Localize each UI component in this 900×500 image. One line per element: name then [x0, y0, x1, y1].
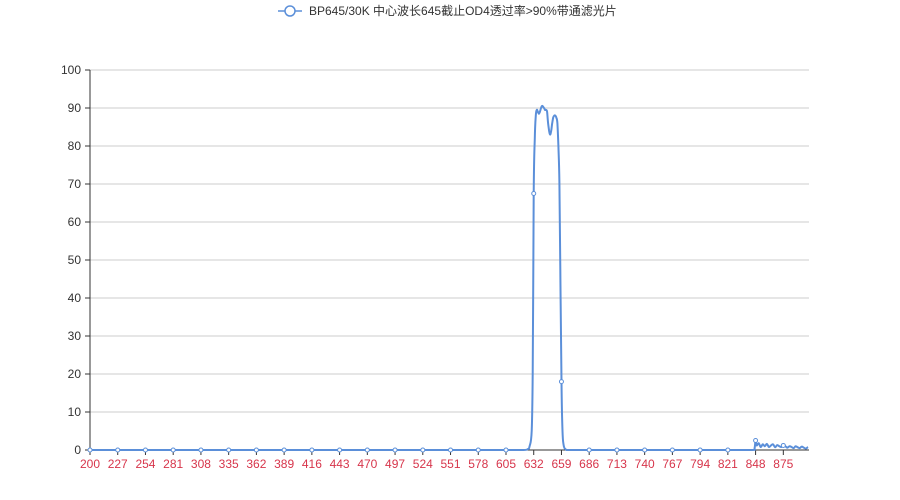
- xtick-label-740: 740: [635, 457, 655, 471]
- ytick-label-60: 60: [68, 215, 82, 229]
- data-point-335[interactable]: [226, 447, 232, 453]
- xtick-label-335: 335: [219, 457, 239, 471]
- data-point-659[interactable]: [558, 379, 564, 385]
- series-markers: [87, 191, 786, 453]
- xtick-label-227: 227: [108, 457, 128, 471]
- data-point-470[interactable]: [364, 447, 370, 453]
- data-point-200[interactable]: [87, 447, 93, 453]
- x-axis-tick-labels: 200 227 254 281 308 335 362 389 416 443 470 497 524 5…: [80, 457, 794, 471]
- ytick-label-100: 100: [61, 63, 81, 77]
- xtick-label-524: 524: [413, 457, 433, 471]
- data-point-497[interactable]: [392, 447, 398, 453]
- ytick-label-90: 90: [68, 101, 82, 115]
- xtick-label-767: 767: [662, 457, 682, 471]
- series-layer: [89, 104, 809, 452]
- xtick-label-551: 551: [441, 457, 461, 471]
- xtick-label-659: 659: [551, 457, 571, 471]
- ytick-label-80: 80: [68, 139, 82, 153]
- xtick-label-254: 254: [135, 457, 155, 471]
- data-point-551[interactable]: [448, 447, 454, 453]
- xtick-label-443: 443: [330, 457, 350, 471]
- axes: [89, 70, 809, 455]
- ytick-label-30: 30: [68, 329, 82, 343]
- data-point-794[interactable]: [697, 447, 703, 453]
- xtick-label-605: 605: [496, 457, 516, 471]
- data-point-389[interactable]: [281, 447, 287, 453]
- ytick-label-0: 0: [74, 443, 81, 457]
- ytick-label-70: 70: [68, 177, 82, 191]
- y-axis-tick-labels: 0 10 20 30 40 50 60 70 80 90 100: [61, 63, 81, 457]
- data-point-875[interactable]: [780, 442, 786, 448]
- data-point-605[interactable]: [503, 447, 509, 453]
- xtick-label-794: 794: [690, 457, 710, 471]
- xtick-label-713: 713: [607, 457, 627, 471]
- xtick-label-686: 686: [579, 457, 599, 471]
- legend-label: BP645/30K 中心波长645截止OD4透过率>90%带通滤光片: [309, 3, 617, 18]
- series-line[interactable]: [89, 104, 809, 452]
- data-point-281[interactable]: [170, 447, 176, 453]
- data-point-227[interactable]: [115, 447, 121, 453]
- ytick-label-40: 40: [68, 291, 82, 305]
- data-point-686[interactable]: [586, 447, 592, 453]
- xtick-label-389: 389: [274, 457, 294, 471]
- grid-lines: [85, 69, 809, 451]
- legend[interactable]: BP645/30K 中心波长645截止OD4透过率>90%带通滤光片: [278, 3, 617, 18]
- xtick-label-497: 497: [385, 457, 405, 471]
- data-point-713[interactable]: [614, 447, 620, 453]
- data-point-362[interactable]: [253, 447, 259, 453]
- xtick-label-848: 848: [746, 457, 766, 471]
- xtick-label-821: 821: [718, 457, 738, 471]
- ytick-label-50: 50: [68, 253, 82, 267]
- xtick-label-875: 875: [773, 457, 793, 471]
- data-point-254[interactable]: [142, 447, 148, 453]
- xtick-label-416: 416: [302, 457, 322, 471]
- xtick-label-470: 470: [357, 457, 377, 471]
- xtick-label-632: 632: [524, 457, 544, 471]
- data-point-524[interactable]: [420, 447, 426, 453]
- data-point-416[interactable]: [309, 447, 315, 453]
- legend-marker-swatch: [284, 5, 296, 17]
- xtick-label-200: 200: [80, 457, 100, 471]
- data-point-848[interactable]: [753, 438, 759, 443]
- ytick-label-10: 10: [68, 405, 82, 419]
- data-point-578[interactable]: [475, 447, 481, 453]
- xtick-label-362: 362: [246, 457, 266, 471]
- xtick-label-308: 308: [191, 457, 211, 471]
- xtick-label-281: 281: [163, 457, 183, 471]
- data-point-308[interactable]: [198, 447, 204, 453]
- data-point-740[interactable]: [642, 447, 648, 453]
- data-point-821[interactable]: [725, 447, 731, 453]
- data-point-443[interactable]: [337, 447, 343, 453]
- data-point-767[interactable]: [669, 447, 675, 453]
- data-point-632[interactable]: [531, 191, 537, 196]
- ytick-label-20: 20: [68, 367, 82, 381]
- xtick-label-578: 578: [468, 457, 488, 471]
